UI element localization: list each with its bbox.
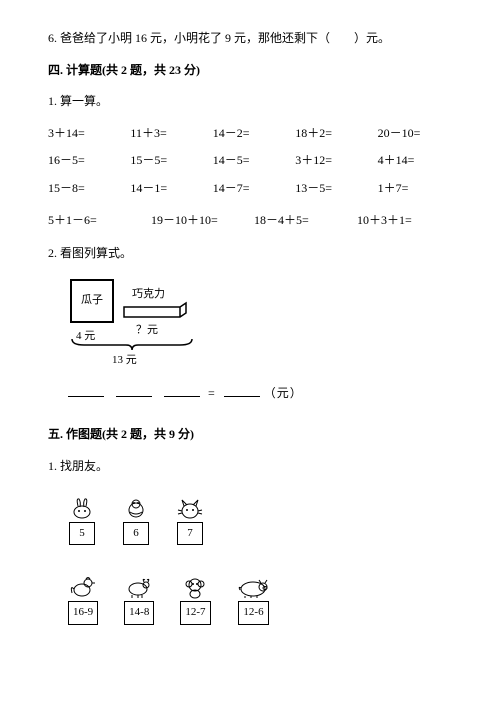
number-box: 14-8	[124, 601, 154, 625]
calc-cell: 14－1=	[130, 178, 204, 200]
animal-item: 7	[176, 496, 204, 546]
q4-1-title: 1. 算一算。	[48, 91, 452, 113]
calc-grid-2: 5＋1－6= 19－10＋10= 18－4＋5= 10＋3＋1=	[48, 210, 452, 232]
calc-cell: 1＋7=	[378, 178, 452, 200]
monkey-icon	[180, 575, 210, 599]
bird-icon	[122, 496, 150, 520]
q4-2-title: 2. 看图列算式。	[48, 243, 452, 265]
calc-cell: 4＋14=	[378, 150, 452, 172]
q5-1-title: 1. 找朋友。	[48, 456, 452, 478]
total-price: 13 元	[112, 351, 137, 371]
animal-item: 12-6	[237, 575, 271, 625]
calc-cell: 14－2=	[213, 123, 287, 145]
equation-blanks: = （元）	[68, 383, 452, 405]
calc-cell: 14－5=	[213, 150, 287, 172]
number-box: 7	[177, 522, 203, 546]
goat-icon	[124, 575, 154, 599]
blank[interactable]	[164, 385, 200, 397]
calc-cell: 3＋14=	[48, 123, 122, 145]
calc-cell: 19－10＋10=	[151, 210, 246, 232]
calc-cell: 11＋3=	[130, 123, 204, 145]
calc-cell: 18－4＋5=	[254, 210, 349, 232]
rabbit-icon	[68, 496, 96, 520]
bottom-row: 16-9 14-8 12-7	[68, 575, 452, 625]
price-diagram: 瓜子 巧克力 4 元 ？元 13 元	[68, 279, 228, 369]
question-6: 6. 爸爸给了小明 16 元，小明花了 9 元，那他还剩下（ ）元。	[48, 28, 452, 50]
unit-label: （元）	[264, 386, 303, 400]
top-row: 5 6 7	[68, 496, 452, 546]
brace-icon	[70, 337, 194, 351]
number-box: 5	[69, 522, 95, 546]
number-box: 6	[123, 522, 149, 546]
calc-cell: 5＋1－6=	[48, 210, 143, 232]
calc-cell: 3＋12=	[295, 150, 369, 172]
cat-icon	[176, 496, 204, 520]
number-box: 16-9	[68, 601, 98, 625]
calc-cell: 10＋3＋1=	[357, 210, 452, 232]
pig-icon	[237, 575, 271, 599]
blank[interactable]	[68, 385, 104, 397]
section-5-title: 五. 作图题(共 2 题，共 9 分)	[48, 424, 452, 446]
number-box: 12-7	[180, 601, 210, 625]
calc-cell: 15－8=	[48, 178, 122, 200]
chocolate-box-icon	[122, 301, 188, 319]
friends-diagram: 5 6 7	[68, 496, 452, 626]
animal-item: 14-8	[124, 575, 154, 625]
calc-grid-1: 3＋14= 11＋3= 14－2= 18＋2= 20－10= 16－5= 15－…	[48, 123, 452, 200]
calc-cell: 13－5=	[295, 178, 369, 200]
calc-cell: 20－10=	[378, 123, 452, 145]
animal-item: 16-9	[68, 575, 98, 625]
guazi-box: 瓜子	[70, 279, 114, 323]
blank[interactable]	[224, 385, 260, 397]
animal-item: 5	[68, 496, 96, 546]
animal-item: 6	[122, 496, 150, 546]
animal-item: 12-7	[180, 575, 210, 625]
calc-cell: 15－5=	[130, 150, 204, 172]
calc-cell: 16－5=	[48, 150, 122, 172]
rooster-icon	[68, 575, 98, 599]
section-4-title: 四. 计算题(共 2 题，共 23 分)	[48, 60, 452, 82]
number-box: 12-6	[238, 601, 268, 625]
blank[interactable]	[116, 385, 152, 397]
calc-cell: 14－7=	[213, 178, 287, 200]
calc-cell: 18＋2=	[295, 123, 369, 145]
